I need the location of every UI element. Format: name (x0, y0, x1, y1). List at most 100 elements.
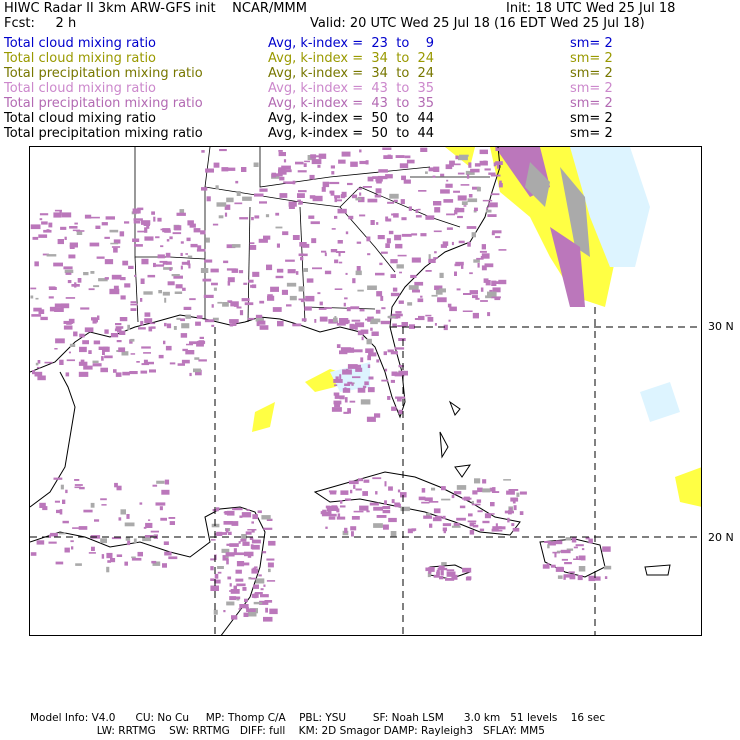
precip-cell (462, 567, 472, 573)
precip-cell (169, 362, 176, 365)
precip-cell (111, 274, 122, 280)
precip-cell (218, 215, 224, 219)
precip-cell (569, 574, 576, 580)
precip-cell (495, 236, 501, 239)
precip-cell (155, 502, 166, 506)
precip-cell (160, 228, 168, 231)
precip-cell (334, 259, 339, 264)
precip-cell (128, 265, 134, 269)
precip-cell (437, 298, 445, 302)
precip-cell (337, 513, 341, 519)
precip-cell (70, 540, 74, 543)
precip-cell (487, 513, 495, 515)
precip-cell (300, 256, 304, 261)
precip-cell (403, 179, 411, 184)
precip-cell (420, 233, 427, 237)
precip-cell (336, 323, 346, 326)
precip-cell (329, 190, 333, 194)
precip-cell (491, 280, 497, 286)
precip-cell (182, 287, 186, 291)
precip-cell (395, 243, 403, 249)
precip-cell (359, 505, 369, 511)
precip-cell (374, 413, 381, 418)
precip-cell (390, 259, 398, 264)
precip-cell (98, 278, 108, 282)
precip-cell (547, 544, 550, 549)
precip-cell (236, 561, 245, 567)
precip-cell (479, 160, 488, 166)
precip-cell (467, 576, 472, 580)
precip-cell (248, 279, 254, 283)
precip-cell (221, 167, 229, 172)
precip-cell (480, 287, 484, 292)
precip-cell (510, 497, 519, 502)
precip-cell (411, 233, 418, 236)
precip-cell (439, 288, 446, 293)
precip-cell (354, 326, 358, 330)
precip-cell (160, 517, 167, 521)
precip-cell (194, 357, 200, 360)
precip-cell (120, 509, 126, 515)
precip-cell (34, 261, 39, 267)
precip-cell (401, 175, 406, 181)
precip-cell (339, 350, 348, 355)
precip-cell (241, 534, 247, 540)
precip-cell (383, 524, 389, 530)
legend-sm-5: sm= 2 (570, 111, 613, 126)
precip-cell (381, 307, 386, 310)
precip-cell (384, 481, 387, 487)
precip-cell (93, 340, 101, 345)
precip-cell (411, 528, 417, 531)
precip-cell (347, 182, 353, 186)
precip-cell (491, 231, 495, 236)
precip-cell (343, 411, 349, 414)
precip-cell (418, 496, 426, 501)
precip-cell (200, 268, 209, 273)
precip-cell (259, 300, 265, 304)
precip-cell (216, 507, 220, 511)
precip-cell (492, 230, 502, 234)
precip-cell (251, 547, 258, 550)
precip-cell (407, 528, 413, 534)
precip-cell (399, 163, 409, 169)
precip-cell (441, 562, 447, 565)
precip-cell (263, 527, 273, 530)
precip-cell (212, 509, 219, 512)
precip-cell (340, 490, 349, 495)
precip-cell (297, 170, 307, 173)
precip-cell (437, 567, 448, 571)
precip-cell (206, 196, 211, 202)
precip-cell (160, 245, 164, 248)
precip-cell (203, 294, 214, 298)
precip-cell (168, 517, 176, 519)
precip-cell (169, 267, 172, 271)
precip-cell (325, 526, 328, 529)
precip-cell (111, 246, 121, 248)
precip-cell (418, 190, 427, 192)
precip-cell (490, 174, 501, 177)
precip-cell (308, 215, 315, 219)
precip-cell (479, 250, 487, 253)
precip-cell (453, 522, 460, 526)
precip-cell (359, 308, 365, 312)
precip-cell (210, 539, 216, 541)
precip-cell (457, 172, 465, 175)
precip-cell (201, 150, 205, 153)
precip-cell (309, 195, 316, 199)
precip-cell (147, 274, 156, 278)
precip-cell (439, 576, 444, 580)
precip-cell (498, 279, 507, 285)
precip-cell (71, 546, 74, 550)
precip-cell (260, 594, 269, 598)
precip-cell (400, 506, 410, 512)
precip-cell (68, 318, 75, 324)
precip-cell (217, 566, 224, 569)
legend-field-2: Total precipitation mixing ratio (4, 66, 203, 81)
precip-cell (588, 538, 593, 544)
precip-cell (113, 247, 118, 253)
legend-sm-2: sm= 2 (570, 66, 613, 81)
precip-cell (459, 505, 466, 509)
precip-cell (421, 501, 430, 504)
precip-cell (384, 500, 387, 505)
precip-cell (151, 211, 155, 215)
